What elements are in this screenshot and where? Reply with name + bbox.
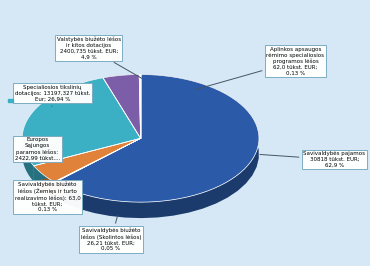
Polygon shape [103, 78, 141, 154]
Polygon shape [54, 138, 141, 198]
Text: Savivaldybės pajamos
30818 tūkst. EUR;
62,9 %: Savivaldybės pajamos 30818 tūkst. EUR; 6… [260, 151, 366, 168]
Polygon shape [55, 74, 259, 218]
Polygon shape [140, 74, 141, 154]
Polygon shape [55, 138, 141, 198]
Bar [8, 99, 13, 102]
Text: Savivaldybės biužėto
lėšos (Skolintos lėšos)
26,21 tūkst. EUR;
0,05 %: Savivaldybės biužėto lėšos (Skolintos lė… [81, 215, 141, 251]
Polygon shape [22, 78, 103, 182]
Polygon shape [140, 74, 141, 154]
Polygon shape [54, 138, 141, 182]
Polygon shape [139, 74, 141, 154]
Polygon shape [103, 74, 139, 94]
Text: Europos
Sąjungos
paramos lėšos:
2422,99 tūkst....: Europos Sąjungos paramos lėšos: 2422,99 … [15, 138, 60, 160]
Polygon shape [55, 74, 259, 202]
Polygon shape [139, 74, 141, 138]
Polygon shape [34, 138, 141, 182]
Polygon shape [140, 74, 141, 90]
Text: Savivaldybės biužėto
lėšos (Žemięs ir turto
realizavimo lėšos): 63,0
tūkst. EUR;: Savivaldybės biužėto lėšos (Žemięs ir tu… [15, 182, 81, 212]
Polygon shape [54, 182, 55, 198]
Polygon shape [34, 166, 54, 198]
Polygon shape [34, 138, 141, 182]
Polygon shape [54, 138, 141, 198]
Text: Specialiosios tikslinių
dotacijos: 13197,327 tūkst.
Eur; 26,94 %: Specialiosios tikslinių dotacijos: 13197… [15, 85, 90, 106]
Text: Valstybės biužėto lėšos
ir kitos dotacijos
2400,735 tūkst. EUR;
4,9 %: Valstybės biužėto lėšos ir kitos dotacij… [57, 36, 142, 78]
Polygon shape [139, 74, 141, 154]
Polygon shape [55, 138, 141, 198]
Polygon shape [139, 74, 140, 90]
Polygon shape [103, 78, 141, 154]
Text: Aplinkos apsaugos
rėmimo specialiosios
programos lėšos
62,0 tūkst. EUR;
0,13 %: Aplinkos apsaugos rėmimo specialiosios p… [195, 47, 324, 90]
Polygon shape [140, 74, 141, 138]
Polygon shape [103, 74, 141, 138]
Polygon shape [22, 78, 141, 166]
Polygon shape [34, 138, 141, 182]
